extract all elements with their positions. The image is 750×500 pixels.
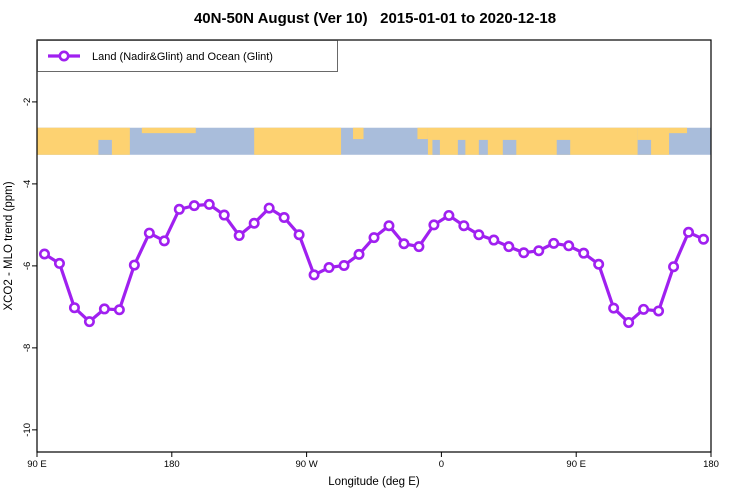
- data-point-marker: [398, 238, 410, 250]
- chart-title: 40N-50N August (Ver 10) 2015-01-01 to 20…: [194, 10, 556, 27]
- data-point-marker: [233, 230, 245, 242]
- legend-label: Land (Nadir&Glint) and Ocean (Glint): [92, 51, 273, 63]
- sea-notch: [98, 139, 112, 155]
- data-point-marker: [353, 248, 365, 260]
- sea-notch: [478, 139, 488, 155]
- data-point-marker: [578, 247, 590, 259]
- data-point-marker: [203, 198, 215, 210]
- x-tick-label: 180: [164, 459, 180, 470]
- sea-notch: [556, 139, 571, 155]
- land-segment: [141, 127, 196, 134]
- data-point-marker: [518, 247, 530, 259]
- data-point-marker: [128, 259, 140, 271]
- x-tick-label: 0: [439, 459, 444, 470]
- data-point-marker: [653, 305, 665, 317]
- data-point-marker: [458, 220, 470, 232]
- data-point-marker: [278, 212, 290, 224]
- data-point-marker: [218, 209, 230, 221]
- plot-border: [36, 39, 712, 453]
- x-tick-label: 90 E: [566, 459, 586, 470]
- data-point-marker: [38, 248, 50, 260]
- trend-line: [42, 202, 706, 325]
- data-point-marker: [503, 241, 515, 253]
- data-point-marker: [668, 261, 680, 273]
- data-point-marker: [158, 235, 170, 247]
- data-point-marker: [323, 262, 335, 274]
- data-point-marker: [68, 302, 80, 314]
- data-point-marker: [113, 304, 125, 316]
- data-point-marker: [623, 316, 635, 328]
- data-point-marker: [683, 226, 695, 238]
- data-point-marker: [308, 269, 320, 281]
- data-point-marker: [293, 229, 305, 241]
- y-tick-label: -6: [22, 262, 33, 270]
- sea-notch: [637, 139, 652, 155]
- x-tick-label: 180: [703, 459, 719, 470]
- data-point-marker: [698, 233, 710, 245]
- data-point-marker: [413, 241, 425, 253]
- sea-notch: [432, 139, 440, 155]
- y-tick-label: -4: [22, 180, 33, 188]
- data-point-marker: [143, 227, 155, 239]
- latitude-map-band: [37, 127, 711, 155]
- data-point-marker: [428, 219, 440, 231]
- data-point-marker: [473, 229, 485, 241]
- y-tick-label: -10: [22, 423, 33, 437]
- sea-notch: [502, 139, 517, 155]
- data-point-marker: [173, 203, 185, 215]
- sea-notch: [457, 139, 466, 155]
- legend-marker-icon: [58, 50, 70, 62]
- trend-series: [38, 198, 710, 328]
- data-point-marker: [548, 237, 560, 249]
- data-point-marker: [608, 302, 620, 314]
- land-segment: [254, 127, 342, 155]
- data-point-marker: [368, 232, 380, 244]
- data-point-marker: [83, 316, 95, 328]
- data-point-marker: [533, 245, 545, 257]
- land-segment: [669, 127, 688, 134]
- data-point-marker: [443, 209, 455, 221]
- data-point-marker: [338, 259, 350, 271]
- data-point-marker: [488, 234, 500, 246]
- land-segment: [353, 127, 364, 140]
- legend: Land (Nadir&Glint) and Ocean (Glint): [37, 40, 338, 72]
- y-tick-label: -2: [22, 98, 33, 106]
- x-axis-title: Longitude (deg E): [328, 476, 420, 488]
- data-point-marker: [98, 303, 110, 315]
- data-point-marker: [53, 257, 65, 269]
- land-segment: [417, 127, 428, 140]
- data-point-marker: [563, 240, 575, 252]
- axes: 90 E 180 90 W 0 90 E 180 -2 -4 -6 -8 -10: [22, 98, 719, 470]
- data-point-marker: [188, 200, 200, 212]
- data-point-marker: [248, 217, 260, 229]
- data-point-marker: [383, 220, 395, 232]
- x-tick-label: 90 W: [296, 459, 318, 470]
- x-tick-label: 90 E: [27, 459, 47, 470]
- data-point-marker: [263, 202, 275, 214]
- land-segment: [37, 127, 130, 155]
- data-point-marker: [638, 303, 650, 315]
- legend-box: [37, 40, 338, 72]
- y-axis-title: XCO2 - MLO trend (ppm): [3, 181, 15, 310]
- data-point-marker: [593, 258, 605, 270]
- y-tick-label: -8: [22, 344, 33, 352]
